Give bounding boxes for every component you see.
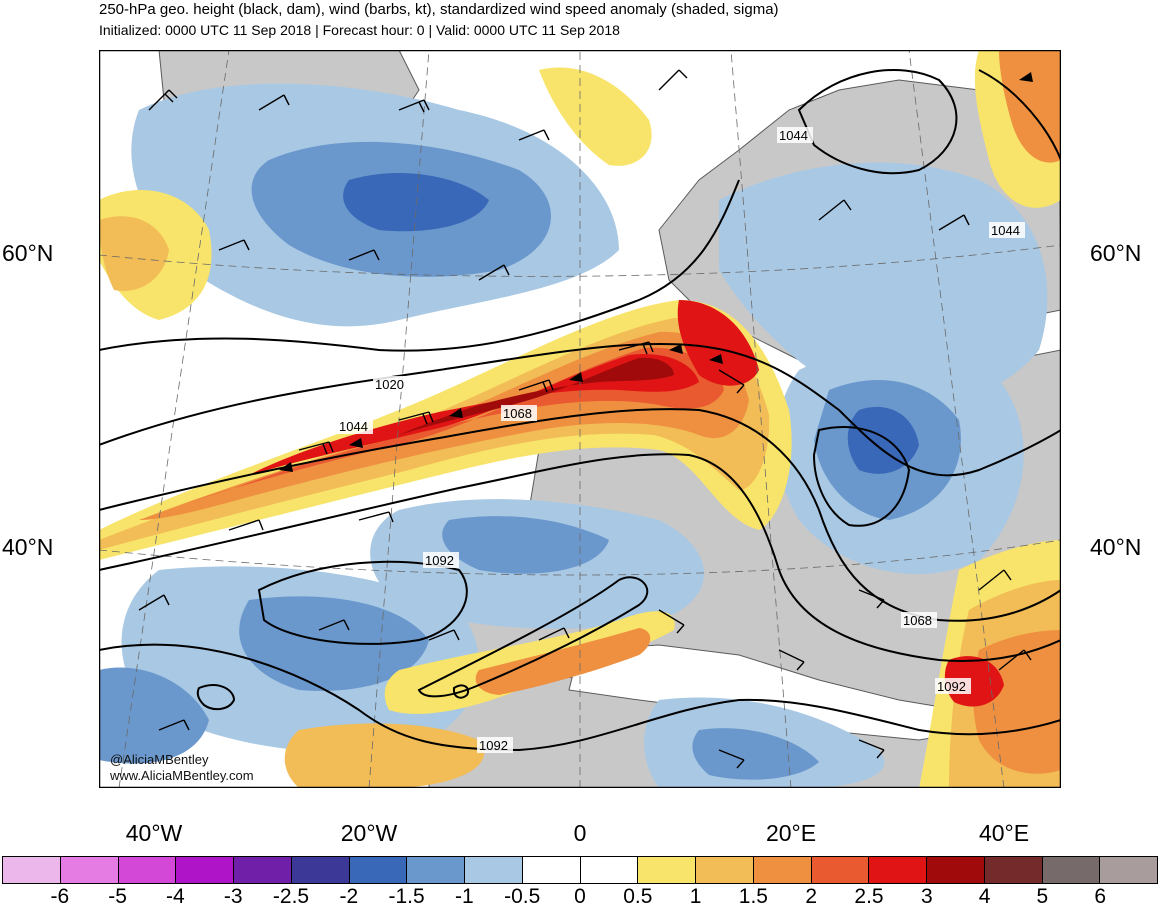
colorbar-tick-label: 0.5 (623, 885, 653, 908)
colorbar-swatch (522, 857, 581, 883)
height-contours (99, 69, 1061, 752)
lon-label-40w: 40°W (125, 820, 183, 846)
colorbar (2, 856, 1158, 884)
lat-label-40n-right: 40°N (1090, 534, 1142, 560)
chart-title: 250-hPa geo. height (black, dam), wind (… (99, 1, 779, 18)
colorbar-swatch (927, 857, 985, 883)
contour-label: 1044 (339, 419, 368, 434)
contour-label: 1044 (779, 128, 808, 143)
contour-label: 1092 (937, 679, 966, 694)
colorbar-swatch (234, 857, 292, 883)
colorbar-swatch (3, 857, 61, 883)
contour-label-layer: 1044 1044 1020 1044 1068 1092 1068 1092 … (337, 127, 1025, 753)
colorbar-swatch (465, 857, 523, 883)
colorbar-tick-label: -1.5 (388, 885, 425, 908)
colorbar-tick-label: 1.5 (738, 885, 768, 908)
map-panel: 1044 1044 1020 1044 1068 1092 1068 1092 … (99, 50, 1061, 788)
contour-label: 1020 (375, 377, 404, 392)
contour-label: 1068 (503, 406, 532, 421)
colorbar-tick-label: -2.5 (272, 885, 310, 908)
credit-website: www.AliciaMBentley.com (110, 768, 254, 783)
colorbar-swatch (1100, 857, 1157, 883)
colorbar-tick-label: -2 (339, 885, 359, 908)
lat-label-60n-right: 60°N (1090, 240, 1142, 266)
lat-label-40n-left: 40°N (2, 534, 54, 560)
lat-label-60n-left: 60°N (2, 240, 54, 266)
colorbar-tick-label: 3 (920, 885, 933, 908)
colorbar-tick-label: 2 (805, 885, 818, 908)
colorbar-swatch (407, 857, 465, 883)
colorbar-tick-label: 2.5 (854, 885, 884, 908)
credit-handle: @AliciaMBentley (110, 752, 209, 767)
graticule (99, 50, 1061, 788)
wind-barbs (138, 69, 1032, 769)
colorbar-swatch (811, 857, 870, 883)
colorbar-swatch (869, 857, 927, 883)
colorbar-tick-label: -6 (50, 885, 70, 908)
colorbar-tick-label: 4 (978, 885, 991, 908)
colorbar-swatch (176, 857, 234, 883)
colorbar-tick-label: 6 (1094, 885, 1107, 908)
contour-label: 1092 (479, 738, 508, 753)
colorbar-swatch (1042, 857, 1101, 883)
colorbar-swatch (349, 857, 408, 883)
lon-label-20w: 20°W (340, 820, 398, 846)
colorbar-swatch (60, 857, 119, 883)
colorbar-tick-label: -5 (108, 885, 127, 908)
wind-flags (279, 72, 1033, 472)
contour-label: 1068 (903, 613, 932, 628)
lon-label-0: 0 (573, 820, 587, 846)
negative-anomaly-shading (99, 83, 1048, 788)
colorbar-tick-label: -3 (223, 885, 243, 908)
colorbar-tick-label: -1 (455, 885, 474, 908)
colorbar-swatch (984, 857, 1043, 883)
colorbar-tick-label: 0 (574, 885, 586, 908)
colorbar-tick-label: -0.5 (504, 885, 541, 908)
colorbar-tick-label: 5 (1036, 885, 1049, 908)
contour-label: 1044 (991, 223, 1020, 238)
colorbar-swatch (118, 857, 177, 883)
colorbar-swatch (638, 857, 696, 883)
contour-label: 1092 (425, 553, 454, 568)
colorbar-swatch (753, 857, 812, 883)
map-frame (99, 50, 1061, 788)
colorbar-tick-label: 1 (689, 885, 702, 908)
lon-label-20e: 20°E (765, 820, 817, 846)
colorbar-swatch (580, 857, 639, 883)
colorbar-swatch (291, 857, 350, 883)
lon-label-40e: 40°E (978, 820, 1030, 846)
colorbar-tick-label: -4 (166, 885, 185, 908)
colorbar-swatch (696, 857, 754, 883)
chart-subtitle: Initialized: 0000 UTC 11 Sep 2018 | Fore… (99, 22, 620, 38)
